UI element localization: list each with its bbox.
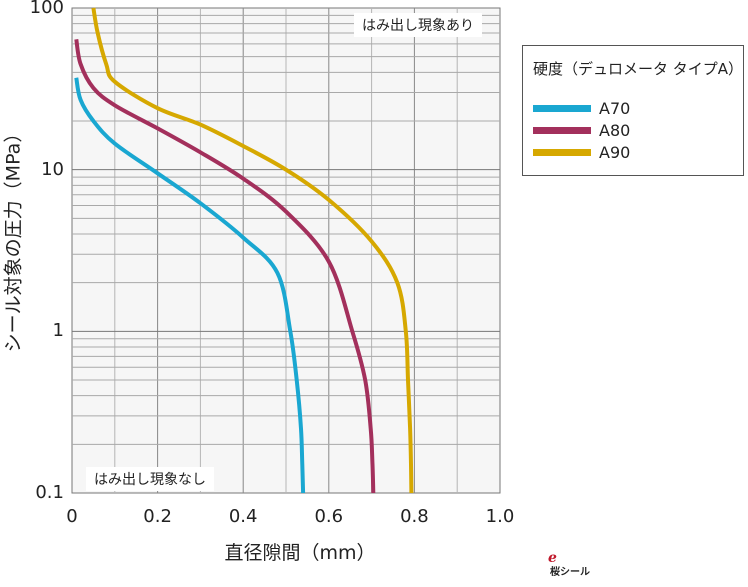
x-tick-label: 0 (66, 506, 78, 527)
x-tick-label: 0.4 (228, 506, 258, 527)
legend-item-a90: A90 (533, 142, 630, 162)
legend-label: A90 (599, 142, 631, 162)
logo-text: 桜シール (550, 567, 590, 578)
grid (72, 8, 500, 493)
x-tick-label: 1.0 (485, 506, 515, 527)
series-line-a80 (74, 38, 376, 494)
series-line-a90 (91, 7, 414, 494)
legend-swatch (533, 104, 591, 112)
legend-title: 硬度（デュロメータ タイプA） (533, 60, 744, 78)
annotation-bottom: はみ出し現象なし (86, 467, 214, 491)
logo-mark: e (548, 550, 557, 566)
legend: 硬度（デュロメータ タイプA） A70 A80 A90 (522, 45, 744, 176)
y-tick-label: 100 (29, 0, 64, 18)
x-tick-label: 0.8 (400, 506, 429, 527)
x-tick-label: 0.2 (143, 506, 172, 527)
legend-swatch (533, 148, 591, 156)
series-line-a70 (74, 77, 306, 494)
legend-label: A80 (599, 120, 631, 140)
series-lines (74, 7, 414, 494)
y-tick-label: 10 (41, 158, 64, 180)
y-tick-label: 0.1 (35, 482, 64, 503)
x-axis-label: 直径隙間（mm） (224, 542, 376, 564)
x-tick-label: 0.6 (314, 506, 344, 527)
legend-label: A70 (599, 98, 631, 118)
legend-item-a70: A70 (533, 98, 630, 118)
annotation-top: はみ出し現象あり (354, 13, 482, 37)
y-axis-label: シール対象の圧力（MPa） (2, 123, 25, 353)
legend-swatch (533, 126, 591, 134)
y-tick-label: 1 (52, 320, 64, 342)
legend-item-a80: A80 (533, 120, 630, 140)
company-logo: e 桜シール (548, 550, 590, 580)
